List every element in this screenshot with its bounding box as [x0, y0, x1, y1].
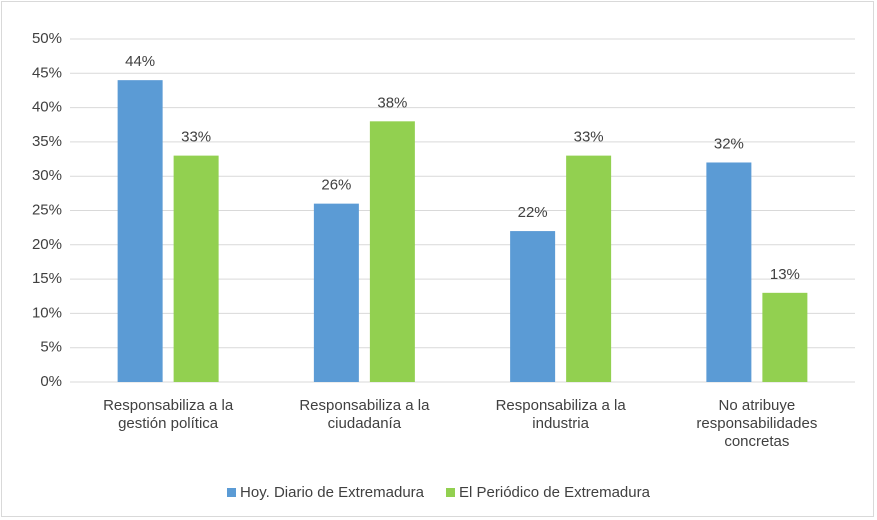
legend-label: Hoy. Diario de Extremadura — [240, 484, 425, 501]
y-tick-label: 50% — [32, 30, 62, 47]
data-label: 22% — [518, 204, 548, 221]
legend-item: El Periódico de Extremadura — [446, 484, 650, 501]
data-label: 38% — [377, 94, 407, 111]
legend: Hoy. Diario de Extremadura El Periódico d… — [0, 484, 877, 501]
legend-swatch — [227, 488, 237, 497]
y-tick-label: 35% — [32, 133, 62, 150]
legend-swatch — [446, 488, 456, 497]
y-tick-label: 45% — [32, 64, 62, 81]
data-label: 44% — [125, 53, 155, 70]
data-label: 26% — [321, 177, 351, 194]
bar — [566, 155, 612, 382]
legend-item: Hoy. Diario de Extremadura — [227, 484, 424, 501]
bar — [762, 292, 808, 382]
x-tick-label: Responsabiliza a la ciudadanía — [299, 397, 430, 432]
bar — [510, 231, 556, 382]
x-tick-label: Responsabiliza a la gestión política — [103, 397, 234, 432]
y-tick-label: 20% — [32, 236, 62, 253]
x-tick-label: No atribuye responsabilidades concretas — [696, 397, 818, 450]
y-tick-label: 5% — [40, 339, 62, 356]
y-tick-label: 30% — [32, 167, 62, 184]
bar — [117, 80, 163, 382]
bar — [173, 155, 219, 382]
y-tick-label: 10% — [32, 304, 62, 321]
y-tick-label: 40% — [32, 99, 62, 116]
y-tick-label: 0% — [40, 373, 62, 390]
y-tick-label: 25% — [32, 201, 62, 218]
data-label: 33% — [181, 129, 211, 146]
legend-label: El Periódico de Extremadura — [459, 484, 650, 501]
bar — [706, 162, 752, 382]
data-label: 13% — [770, 266, 800, 283]
bar — [313, 203, 359, 382]
y-tick-label: 15% — [32, 270, 62, 287]
bar — [369, 121, 415, 382]
data-label: 32% — [714, 135, 744, 152]
x-tick-label: Responsabiliza a la industria — [495, 397, 626, 432]
data-label: 33% — [574, 129, 604, 146]
